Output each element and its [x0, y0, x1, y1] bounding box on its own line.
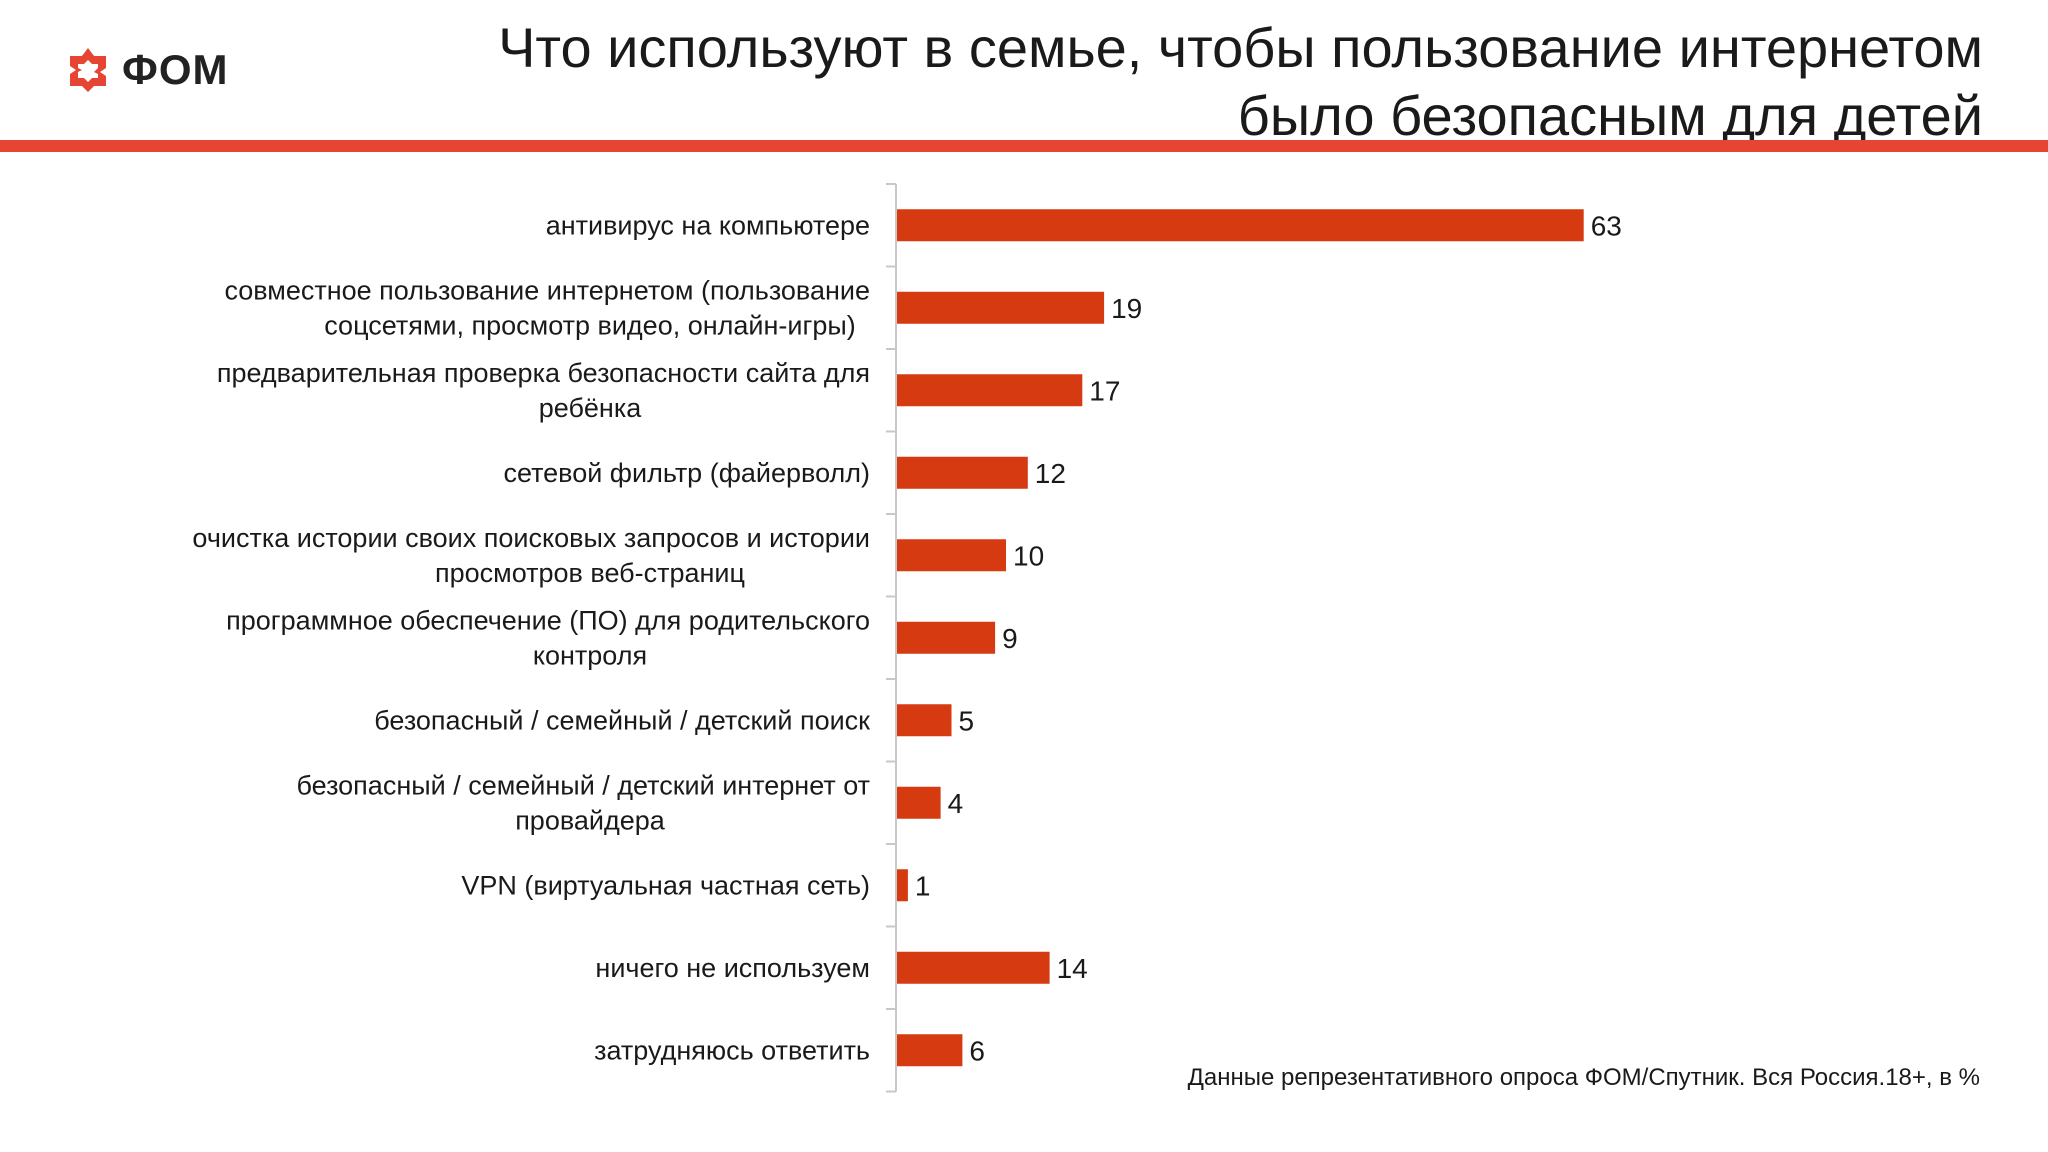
bar [897, 869, 908, 902]
title-line-2: было безопасным для детей [1237, 84, 1983, 147]
category-label: VPN (виртуальная частная сеть) [461, 870, 870, 900]
category-label-line: ребёнка [539, 393, 643, 423]
category-label-line: безопасный / семейный / детский интернет… [297, 770, 871, 800]
category-label: безопасный / семейный / детский интернет… [297, 770, 871, 835]
category-label-line: совместное пользование интернетом (польз… [224, 275, 870, 305]
bar [897, 209, 1584, 242]
data-label: 1 [915, 870, 931, 901]
category-label: ничего не используем [595, 953, 870, 983]
header-divider [0, 140, 2048, 152]
category-label-line: предварительная проверка безопасности са… [217, 358, 870, 388]
bar [897, 786, 941, 819]
data-label: 19 [1111, 293, 1142, 324]
category-label: антивирус на компьютере [546, 210, 870, 240]
category-label-line: контроля [533, 640, 647, 670]
fom-logo-icon [70, 48, 106, 92]
page-title: Что используют в семье, чтобы пользовани… [483, 14, 1983, 150]
category-label: программное обеспечение (ПО) для родител… [226, 605, 870, 670]
category-label-line: соцсетями, просмотр видео, онлайн-игры) [324, 310, 856, 340]
category-label: очистка истории своих поисковых запросов… [192, 523, 870, 588]
data-label: 10 [1013, 540, 1044, 571]
data-label: 5 [959, 705, 975, 736]
data-label: 9 [1002, 623, 1018, 654]
fom-logo: ФОМ [68, 46, 229, 94]
bar [897, 621, 996, 654]
bar [897, 291, 1105, 324]
category-label-line: программное обеспечение (ПО) для родител… [226, 605, 870, 635]
data-label: 6 [969, 1035, 985, 1066]
bar [897, 374, 1083, 407]
category-label-line: ничего не используем [595, 953, 870, 983]
data-label: 4 [948, 788, 964, 819]
category-label: затрудняюсь ответить [594, 1035, 870, 1065]
category-label-line: просмотров веб-страниц [435, 558, 745, 588]
bar [897, 1034, 963, 1067]
source-note: Данные репрезентативного опроса ФОМ/Спут… [1187, 1064, 1980, 1091]
bar [897, 456, 1028, 489]
category-label: безопасный / семейный / детский поиск [374, 705, 870, 735]
category-label-line: очистка истории своих поисковых запросов… [192, 523, 870, 553]
category-label-line: провайдера [515, 805, 666, 835]
data-label: 63 [1591, 210, 1622, 241]
category-label: предварительная проверка безопасности са… [217, 358, 870, 423]
bar [897, 951, 1050, 984]
title-line-1: Что используют в семье, чтобы пользовани… [498, 16, 1983, 79]
category-label-line: VPN (виртуальная частная сеть) [461, 870, 870, 900]
category-label-line: сетевой фильтр (файерволл) [503, 458, 870, 488]
category-label: сетевой фильтр (файерволл) [503, 458, 870, 488]
logo-text: ФОМ [122, 46, 229, 93]
category-label-line: антивирус на компьютере [546, 210, 870, 240]
category-label-line: безопасный / семейный / детский поиск [374, 705, 870, 735]
bar [897, 704, 952, 737]
data-label: 14 [1057, 953, 1088, 984]
category-label: совместное пользование интернетом (польз… [224, 275, 870, 340]
category-label-line: затрудняюсь ответить [594, 1035, 870, 1065]
data-label: 12 [1035, 458, 1066, 489]
bar [897, 539, 1006, 572]
data-label: 17 [1089, 375, 1120, 406]
